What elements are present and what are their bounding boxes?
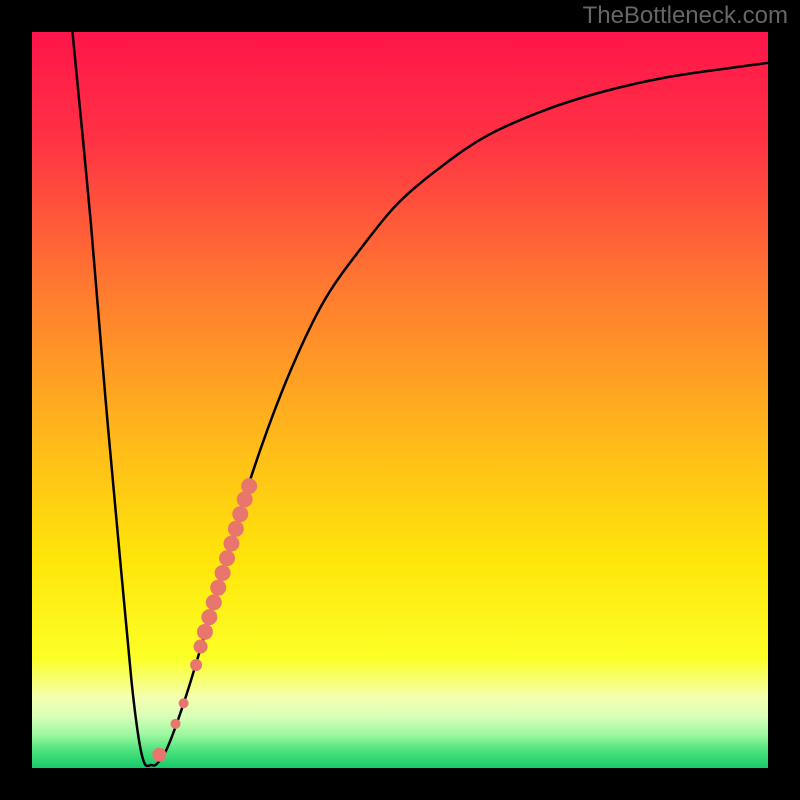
curve-marker bbox=[201, 609, 217, 625]
watermark-text: TheBottleneck.com bbox=[583, 2, 788, 30]
curve-marker bbox=[210, 580, 226, 596]
border-bottom bbox=[0, 768, 800, 800]
curve-marker bbox=[152, 748, 166, 762]
gradient-background bbox=[32, 32, 768, 768]
curve-marker bbox=[228, 521, 244, 537]
chart-frame: TheBottleneck.com bbox=[0, 0, 800, 800]
curve-marker bbox=[219, 550, 235, 566]
curve-marker bbox=[179, 698, 189, 708]
curve-marker bbox=[190, 659, 202, 671]
curve-marker bbox=[171, 719, 181, 729]
border-right bbox=[768, 0, 800, 800]
chart-svg bbox=[0, 0, 800, 800]
curve-marker bbox=[215, 565, 231, 581]
curve-marker bbox=[194, 640, 208, 654]
border-left bbox=[0, 0, 32, 800]
curve-marker bbox=[223, 536, 239, 552]
curve-marker bbox=[197, 624, 213, 640]
curve-marker bbox=[241, 478, 257, 494]
curve-marker bbox=[232, 506, 248, 522]
curve-marker bbox=[206, 594, 222, 610]
